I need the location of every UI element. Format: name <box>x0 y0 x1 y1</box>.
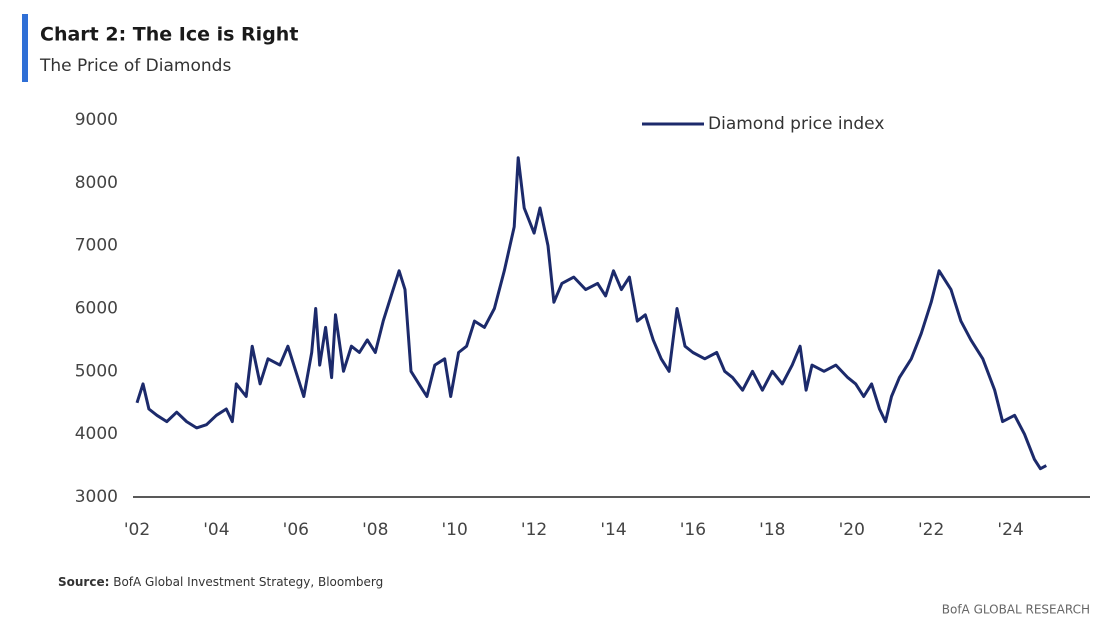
x-tick-label: '24 <box>997 520 1023 540</box>
y-tick-label: 6000 <box>75 299 118 319</box>
x-tick-label: '08 <box>362 520 388 540</box>
x-tick-label: '06 <box>283 520 309 540</box>
y-tick-label: 5000 <box>75 361 118 381</box>
legend-label: Diamond price index <box>708 114 884 134</box>
x-tick-label: '22 <box>918 520 944 540</box>
y-tick-label: 4000 <box>75 424 118 444</box>
y-tick-label: 7000 <box>75 236 118 256</box>
price-line <box>135 156 1047 471</box>
x-tick-label: '20 <box>839 520 865 540</box>
chart-subtitle: The Price of Diamonds <box>39 56 231 76</box>
chart-title: Chart 2: The Ice is Right <box>40 24 298 46</box>
x-tick-label: '16 <box>680 520 706 540</box>
x-tick-label: '04 <box>203 520 229 540</box>
x-tick-label: '18 <box>759 520 785 540</box>
x-tick-label: '02 <box>124 520 150 540</box>
y-tick-label: 8000 <box>75 173 118 193</box>
y-tick-label: 9000 <box>75 110 118 130</box>
x-tick-label: '14 <box>600 520 626 540</box>
brand: BofA GLOBAL RESEARCH <box>942 603 1090 617</box>
source-label: Source: <box>58 575 109 589</box>
accent-bar <box>22 14 28 82</box>
source-text: BofA Global Investment Strategy, Bloombe… <box>113 575 383 589</box>
x-tick-label: '12 <box>521 520 547 540</box>
source-note: Source: BofA Global Investment Strategy,… <box>58 575 383 589</box>
y-tick-label: 3000 <box>75 487 118 507</box>
x-tick-label: '10 <box>442 520 468 540</box>
